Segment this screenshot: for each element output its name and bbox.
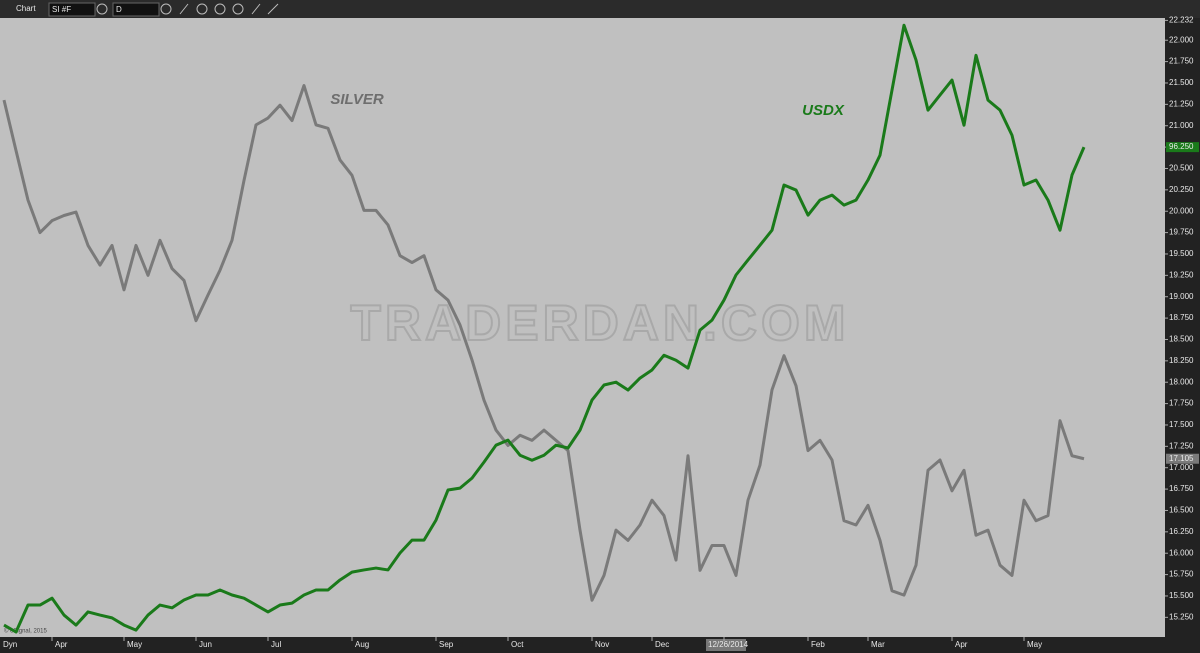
x-axis	[0, 637, 1200, 653]
x-tick-label: Feb	[811, 640, 825, 649]
last-value-box	[1166, 142, 1199, 153]
x-tick-label: Jul	[271, 640, 281, 649]
y-tick-label: 21.000	[1169, 121, 1194, 130]
y-axis	[1165, 18, 1200, 637]
icon[interactable]	[214, 3, 226, 15]
y-tick-label: 17.750	[1169, 399, 1194, 408]
x-tick-label: Jun	[199, 640, 212, 649]
toolbar	[0, 0, 1200, 18]
x-tick-label: Aug	[355, 640, 369, 649]
cursor-label-bg	[706, 639, 746, 651]
toolbar-title: Chart	[16, 4, 36, 13]
x-tick-label: May	[127, 640, 142, 649]
y-tick-label: 22.232	[1169, 16, 1194, 25]
copyright: © eSignal, 2015	[4, 628, 47, 635]
interval-box[interactable]	[112, 2, 160, 17]
x-tick-label: May	[1027, 640, 1042, 649]
annotation: SILVER	[330, 91, 384, 108]
toolbar-icons	[96, 3, 279, 15]
x-tick-label: 12/26/2014	[708, 640, 749, 649]
y-tick-label: 16.500	[1169, 506, 1194, 515]
icon[interactable]	[96, 3, 108, 15]
interval[interactable]: D	[116, 5, 122, 14]
x-tick-label: Oct	[511, 640, 524, 649]
y-tick-label: 17.250	[1169, 441, 1194, 450]
y-tick-label: 16.250	[1169, 527, 1194, 536]
y-tick-label: 21.750	[1169, 57, 1194, 66]
y-tick-label: 22.000	[1169, 35, 1194, 44]
symbol-box[interactable]	[48, 2, 96, 17]
last-value-label: 96.250	[1169, 142, 1194, 151]
series-line	[2, 84, 1085, 602]
x-tick-label: Nov	[595, 640, 609, 649]
y-tick-label: 18.000	[1169, 377, 1194, 386]
watermark: TRADERDAN.COM	[350, 295, 849, 351]
y-tick-label: 19.500	[1169, 249, 1194, 258]
y-tick-label: 19.000	[1169, 292, 1194, 301]
x-tick-label: Sep	[439, 640, 454, 649]
y-tick-label: 20.500	[1169, 164, 1194, 173]
icon[interactable]	[160, 3, 172, 15]
y-tick-label: 15.500	[1169, 591, 1194, 600]
x-tick-label: Mar	[871, 640, 885, 649]
y-tick-label: 20.250	[1169, 185, 1194, 194]
y-tick-label: 19.250	[1169, 270, 1194, 279]
icon[interactable]	[196, 3, 208, 15]
y-tick-label: 20.000	[1169, 206, 1194, 215]
y-tick-label: 15.750	[1169, 570, 1194, 579]
y-tick-label: 16.750	[1169, 484, 1194, 493]
icon[interactable]	[232, 3, 244, 15]
icon[interactable]	[179, 3, 279, 15]
y-tick-label: 21.250	[1169, 99, 1194, 108]
y-tick-label: 16.000	[1169, 548, 1194, 557]
annotation: USDX	[802, 102, 845, 119]
last-value-label: 17.105	[1169, 454, 1194, 463]
y-tick-label: 19.750	[1169, 228, 1194, 237]
mode[interactable]: Dyn	[3, 640, 17, 649]
y-tick-label: 18.750	[1169, 313, 1194, 322]
y-tick-label: 21.500	[1169, 78, 1194, 87]
series-line	[3, 23, 1086, 634]
symbol[interactable]: SI #F	[52, 5, 71, 14]
x-tick-label: Dec	[655, 640, 669, 649]
y-tick-label: 17.000	[1169, 463, 1194, 472]
x-tick-label: Apr	[55, 640, 68, 649]
y-tick-label: 18.250	[1169, 356, 1194, 365]
x-tick-label: Apr	[955, 640, 968, 649]
y-tick-label: 15.250	[1169, 612, 1194, 621]
plot-bg	[0, 18, 1165, 637]
y-tick-label: 17.500	[1169, 420, 1194, 429]
last-value-box	[1166, 453, 1199, 464]
y-tick-label: 18.500	[1169, 335, 1194, 344]
